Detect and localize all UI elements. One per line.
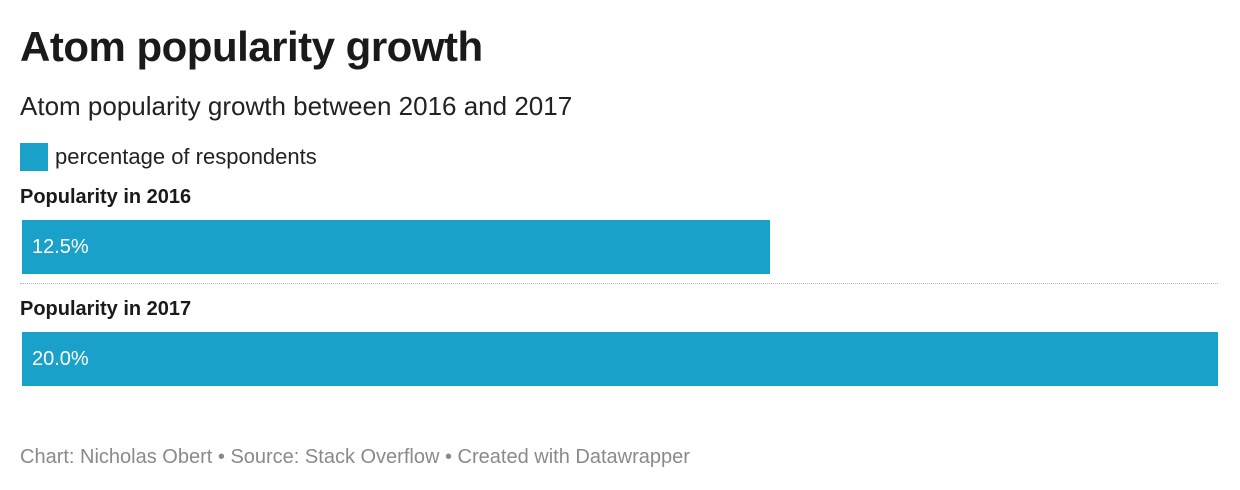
chart-subtitle: Atom popularity growth between 2016 and …	[20, 91, 573, 121]
category-label-2017: Popularity in 2017	[20, 298, 192, 320]
bar-rows: Popularity in 2016 12.5% Popularity in 2…	[20, 184, 1218, 386]
footer-separator: •	[217, 446, 225, 468]
legend: percentage of respondents	[20, 142, 1218, 172]
footer-chart-credit: Chart: Nicholas Obert	[20, 446, 213, 468]
footer-created-with: Created with Datawrapper	[457, 446, 690, 468]
bar-row-2016: Popularity in 2016 12.5%	[20, 184, 1218, 274]
footer-separator: •	[444, 446, 452, 468]
legend-label: percentage of respondents	[55, 144, 317, 169]
data-label-2017: 20.0%	[32, 348, 89, 370]
chart-container: Atom popularity growth Atom popularity g…	[20, 22, 1218, 386]
category-label-2016: Popularity in 2016	[20, 186, 192, 208]
row-divider	[20, 283, 1218, 284]
chart-title: Atom popularity growth	[20, 23, 483, 70]
data-label-2016: 12.5%	[32, 236, 89, 258]
footer-source: Source: Stack Overflow	[230, 446, 440, 468]
bar-track: 20.0%	[20, 332, 1218, 386]
chart-footer: Chart: Nicholas Obert • Source: Stack Ov…	[20, 444, 690, 470]
bar-row-2017: Popularity in 2017 20.0%	[20, 296, 1218, 386]
bar-2017	[22, 332, 1218, 386]
bar-track: 12.5%	[20, 220, 1218, 274]
legend-swatch	[20, 143, 48, 171]
bar-2016	[22, 220, 770, 274]
